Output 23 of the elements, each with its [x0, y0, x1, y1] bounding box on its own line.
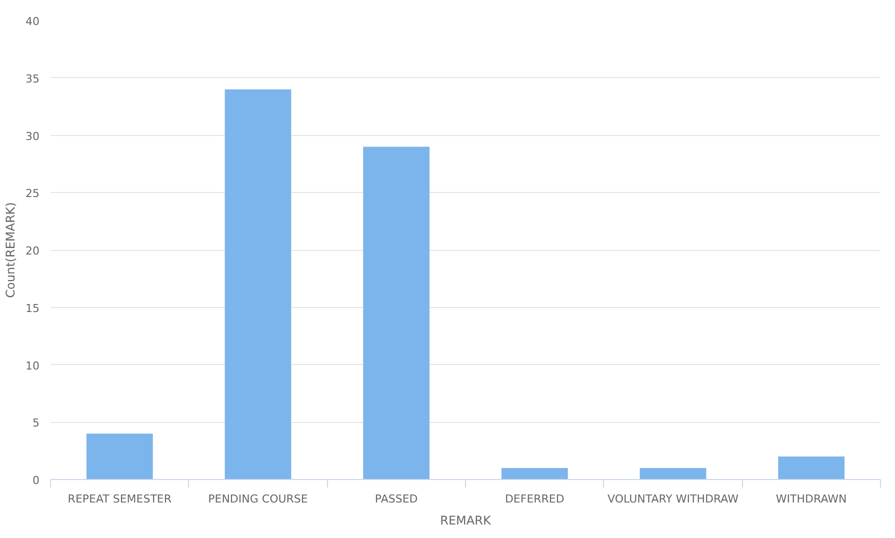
bar: [501, 468, 568, 480]
bar: [224, 89, 292, 480]
y-tick-label: 20: [26, 244, 40, 258]
x-tick-label: PASSED: [374, 492, 418, 506]
bar: [86, 434, 153, 480]
bar: [363, 146, 430, 480]
y-tick-label: 35: [26, 72, 40, 86]
y-tick-label: 0: [32, 474, 40, 487]
y-tick-label: 30: [26, 130, 40, 143]
y-tick-label: 25: [26, 187, 40, 200]
x-tick-label: WITHDRAWN: [776, 492, 847, 506]
y-tick-label: 40: [26, 15, 40, 28]
x-tick-label: PENDING COURSE: [208, 492, 308, 506]
y-tick-label: 10: [26, 359, 40, 372]
x-tick-label: DEFERRED: [504, 492, 564, 506]
bar: [640, 468, 706, 480]
x-axis-title: REMARK: [440, 514, 492, 528]
y-tick-label: 5: [32, 416, 40, 430]
x-tick-label: REPEAT SEMESTER: [68, 492, 172, 506]
y-axis-title: Count(REMARK): [4, 202, 18, 298]
y-tick-label: 15: [26, 302, 40, 315]
x-tick-label: VOLUNTARY WITHDRAW: [608, 492, 739, 506]
bar: [778, 456, 845, 480]
